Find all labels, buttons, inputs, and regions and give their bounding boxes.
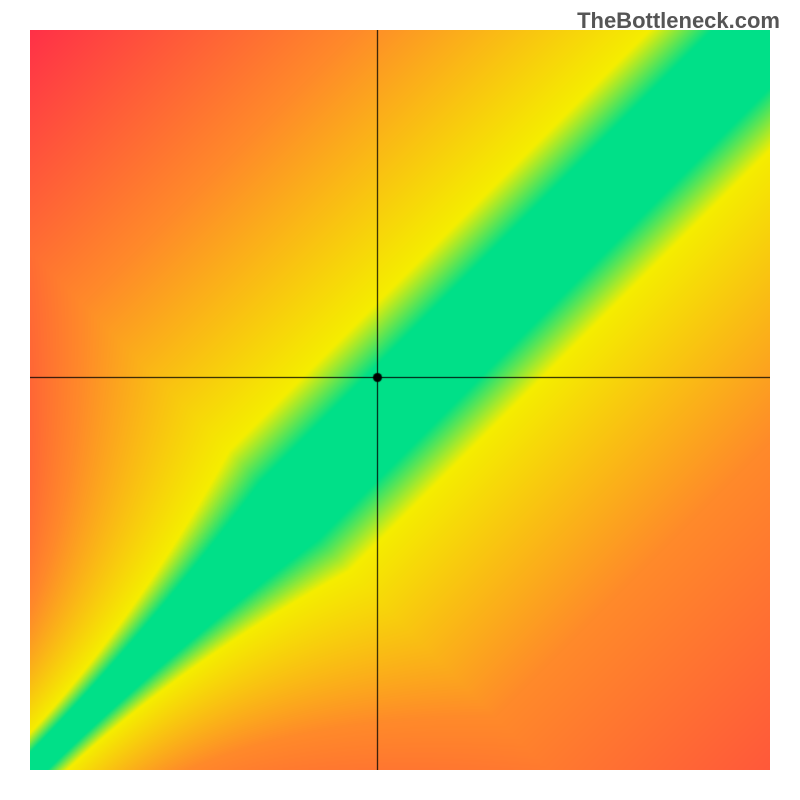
bottleneck-heatmap	[30, 30, 770, 770]
chart-container: TheBottleneck.com	[0, 0, 800, 800]
watermark-text: TheBottleneck.com	[577, 8, 780, 34]
